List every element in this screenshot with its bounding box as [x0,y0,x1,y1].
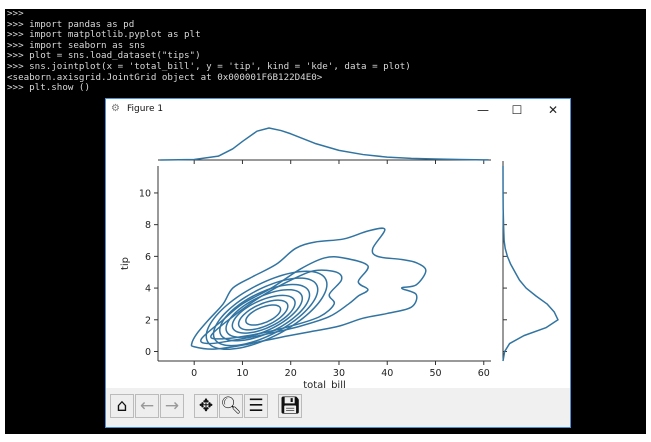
marginal-y-kde-curve [502,165,559,362]
y-tick-label: 6 [145,252,151,263]
save-icon: 💾︎ [279,396,301,416]
x-tick-label: 20 [285,368,297,379]
kde-contour [245,304,282,326]
back-icon: ← [139,396,155,416]
figure-window[interactable]: ⚙ Figure 1 — ☐ ✕ 0 10 20 30 40 50 60 0 2 4 6 8 10 tot… [105,98,571,428]
y-tick-label: 10 [139,188,151,199]
forward-icon: → [164,396,180,416]
terminal-line: >>> plt.show () [7,82,90,94]
jointplot: 0 10 20 30 40 50 60 0 2 4 6 8 10 total_bill tip [120,127,559,388]
home-icon: ⌂ [116,396,128,416]
configure-subplots-button[interactable]: ☰ [244,394,268,418]
terminal-output: >>> >>> import pandas as pd >>> import mat… [5,8,646,94]
close-button[interactable]: ✕ [547,103,559,117]
y-tick-label: 0 [145,347,151,358]
x-axis-label: total_bill [303,380,346,388]
kde-contour [225,288,304,338]
save-button[interactable]: 💾︎ [278,394,302,418]
zoom-icon: 🔍︎ [220,396,242,416]
back-button[interactable]: ← [135,394,159,418]
x-tick-label: 30 [333,368,345,379]
matplotlib-figure-icon: ⚙ [111,103,120,114]
y-tick-label: 4 [145,284,151,295]
kde-contour [219,283,311,342]
terminal-line: >>> import matplotlib.pyplot as plt [7,29,201,41]
terminal-line: >>> import seaborn as sns [7,39,146,51]
kde-contour [212,277,319,347]
x-tick-label: 60 [478,368,490,379]
terminal-line: >>> sns.jointplot(x = 'total_bill', y = … [7,60,411,72]
maximize-button[interactable]: ☐ [511,103,523,117]
kde-contour [237,299,289,331]
terminal-line: >>> [7,8,24,19]
terminal-line: >>> import pandas as pd [7,18,135,30]
title-bar[interactable]: ⚙ Figure 1 — ☐ ✕ [106,99,570,121]
zoom-button[interactable]: 🔍︎ [219,394,243,418]
terminal-line: <seaborn.axisgrid.JointGrid object at 0x… [7,71,323,83]
window-title: Figure 1 [127,104,164,114]
pan-icon: ✥ [198,396,214,416]
terminal-line: >>> plot = sns.load_dataset("tips") [7,50,201,62]
kde-contour [231,294,296,334]
home-button[interactable]: ⌂ [110,394,134,418]
y-axis-label: tip [120,257,131,270]
x-tick-label: 0 [191,368,197,379]
kde-contour [205,270,328,351]
configure-subplots-icon: ☰ [248,396,264,416]
kde-contour [190,227,427,350]
navigation-toolbar: ⌂ ← → ✥ 🔍︎ ☰ 💾︎ [106,388,570,427]
marginal-x-kde-curve [160,127,489,161]
x-tick-label: 50 [429,368,441,379]
x-tick-label: 40 [381,368,393,379]
forward-button[interactable]: → [160,394,184,418]
y-tick-label: 8 [145,220,151,231]
y-tick-label: 2 [145,315,151,326]
x-tick-label: 10 [236,368,248,379]
minimize-button[interactable]: — [477,103,489,117]
pan-button[interactable]: ✥ [194,394,218,418]
